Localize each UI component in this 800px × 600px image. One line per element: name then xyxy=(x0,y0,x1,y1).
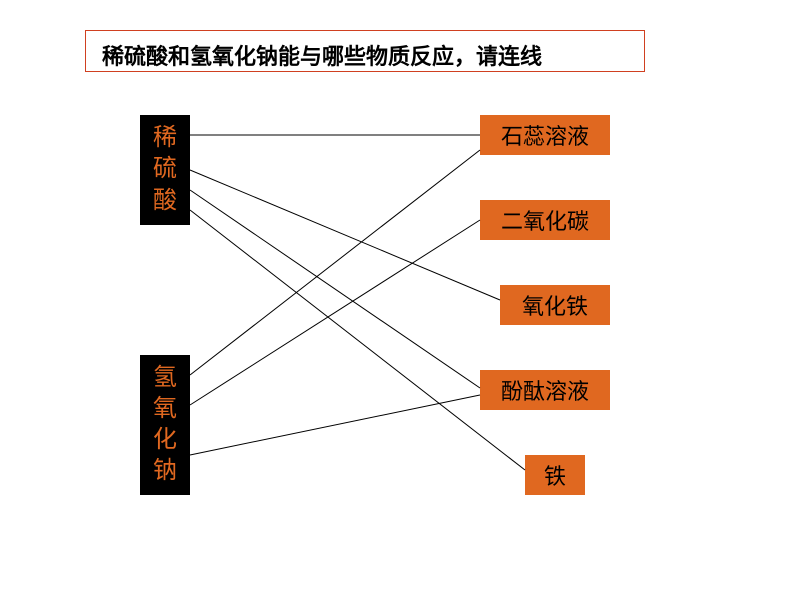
left-box-acid: 稀硫酸 xyxy=(140,115,190,225)
left-box-char: 氢 xyxy=(153,363,177,394)
left-box-char: 酸 xyxy=(153,186,177,217)
left-box-base: 氢氧化钠 xyxy=(140,355,190,495)
left-box-char: 化 xyxy=(153,425,177,456)
question-title: 稀硫酸和氢氧化钠能与哪些物质反应，请连线 xyxy=(85,30,645,72)
left-box-char: 氧 xyxy=(153,394,177,425)
connection-line xyxy=(190,170,500,300)
connection-line xyxy=(190,395,480,455)
connection-line xyxy=(190,150,480,375)
left-box-char: 稀 xyxy=(153,123,177,154)
left-box-char: 硫 xyxy=(153,154,177,185)
right-box-r5: 铁 xyxy=(525,455,585,495)
connection-lines xyxy=(0,0,800,600)
right-box-r2: 二氧化碳 xyxy=(480,200,610,240)
right-box-r4: 酚酞溶液 xyxy=(480,370,610,410)
left-box-char: 钠 xyxy=(153,456,177,487)
connection-line xyxy=(190,190,480,388)
right-box-r1: 石蕊溶液 xyxy=(480,115,610,155)
connection-line xyxy=(190,210,525,470)
right-box-r3: 氧化铁 xyxy=(500,285,610,325)
connection-line xyxy=(190,220,480,405)
